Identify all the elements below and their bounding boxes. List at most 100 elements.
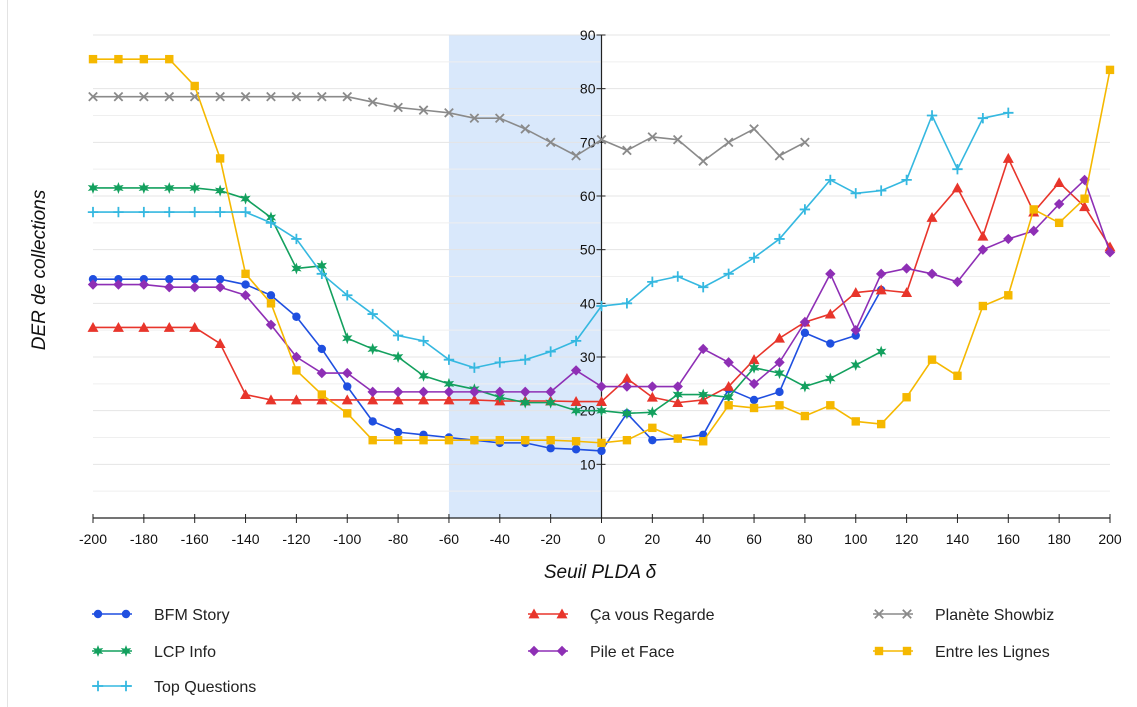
data-point [291,233,302,245]
x-axis-title: Seuil PLDA δ [544,562,657,583]
data-point [646,391,658,402]
data-point [520,124,531,134]
data-point [418,105,429,115]
data-point [266,291,276,300]
data-point [367,386,378,398]
data-point [875,268,887,280]
data-point [546,435,555,445]
data-point [343,409,352,418]
data-point [494,357,505,368]
data-point [265,211,277,224]
data-point [343,382,352,391]
x-tick-label: -120 [282,531,310,547]
data-point [978,301,988,311]
legend-marker [92,680,104,692]
data-point [88,54,98,64]
data-point [545,346,556,357]
data-point [165,274,174,284]
frame-border [7,0,8,707]
legend-label: Top Questions [154,679,256,696]
data-point [850,359,861,372]
y-tick-label: 80 [580,81,596,97]
x-tick-label: -140 [232,531,260,547]
series-planete-showbiz [88,91,810,166]
data-point [290,394,302,405]
data-point [773,332,785,343]
data-point [774,150,785,161]
data-point [189,206,200,218]
data-point [1053,177,1065,187]
legend-item: LCP Info [92,644,216,661]
data-point [164,282,175,293]
data-point [800,137,810,148]
data-point [570,396,582,406]
legend-marker [902,646,912,656]
x-tick-label: 160 [997,531,1021,547]
data-point [114,54,123,64]
data-point [164,91,175,102]
data-point [392,351,404,363]
data-point [266,91,276,102]
y-tick-label: 10 [580,456,596,472]
data-point [545,396,556,409]
x-tick-label: 200 [1098,531,1122,547]
data-point [698,388,709,401]
data-point [113,181,124,194]
data-point [316,91,327,102]
x-tick-labels: -200 -180 -160 -140 -120 -100 -80 -60 -40 -20 0 20 4… [79,531,1122,547]
data-point [1104,241,1116,252]
data-point [469,386,480,398]
legend-item: Ça vous Regarde [528,607,715,624]
x-tick-label: -40 [490,531,510,547]
data-point [214,282,226,293]
data-point [1004,291,1013,300]
data-point [672,271,683,282]
data-point [214,184,226,197]
data-point [87,206,99,218]
data-point [393,102,403,113]
x-tick-label: 40 [695,531,711,547]
data-point [596,396,607,406]
data-point [291,91,302,102]
data-point [723,357,734,368]
data-point [622,435,632,445]
data-point [826,401,835,410]
data-point [317,390,327,399]
data-point [190,81,199,91]
data-point [977,244,989,255]
y-tick-label: 50 [580,242,596,258]
data-point [368,417,377,426]
data-point [800,328,810,338]
data-point [266,299,276,308]
data-point [901,263,912,274]
data-point [138,321,150,332]
data-point [875,284,887,295]
data-point [926,268,938,280]
data-point [824,308,836,319]
data-point [265,217,277,229]
legend-item: Top Questions [92,679,256,696]
data-point [571,445,581,454]
data-point [775,387,784,397]
data-point [367,97,378,107]
data-point [418,335,429,347]
data-point [545,137,556,148]
axes [92,34,1111,523]
legend-label: Pile et Face [590,644,675,661]
data-point [774,367,785,380]
data-point [571,150,581,161]
data-point [723,137,734,148]
data-point [214,338,226,348]
y-tick-label: 30 [580,349,596,365]
y-tick-label: 60 [580,188,596,204]
data-point [953,371,962,380]
data-point [774,357,785,368]
data-point [292,366,301,375]
data-point [977,112,989,124]
series-line [93,187,882,415]
data-point [875,185,887,196]
data-point [520,354,531,365]
data-point [570,335,582,347]
data-point [392,330,404,341]
